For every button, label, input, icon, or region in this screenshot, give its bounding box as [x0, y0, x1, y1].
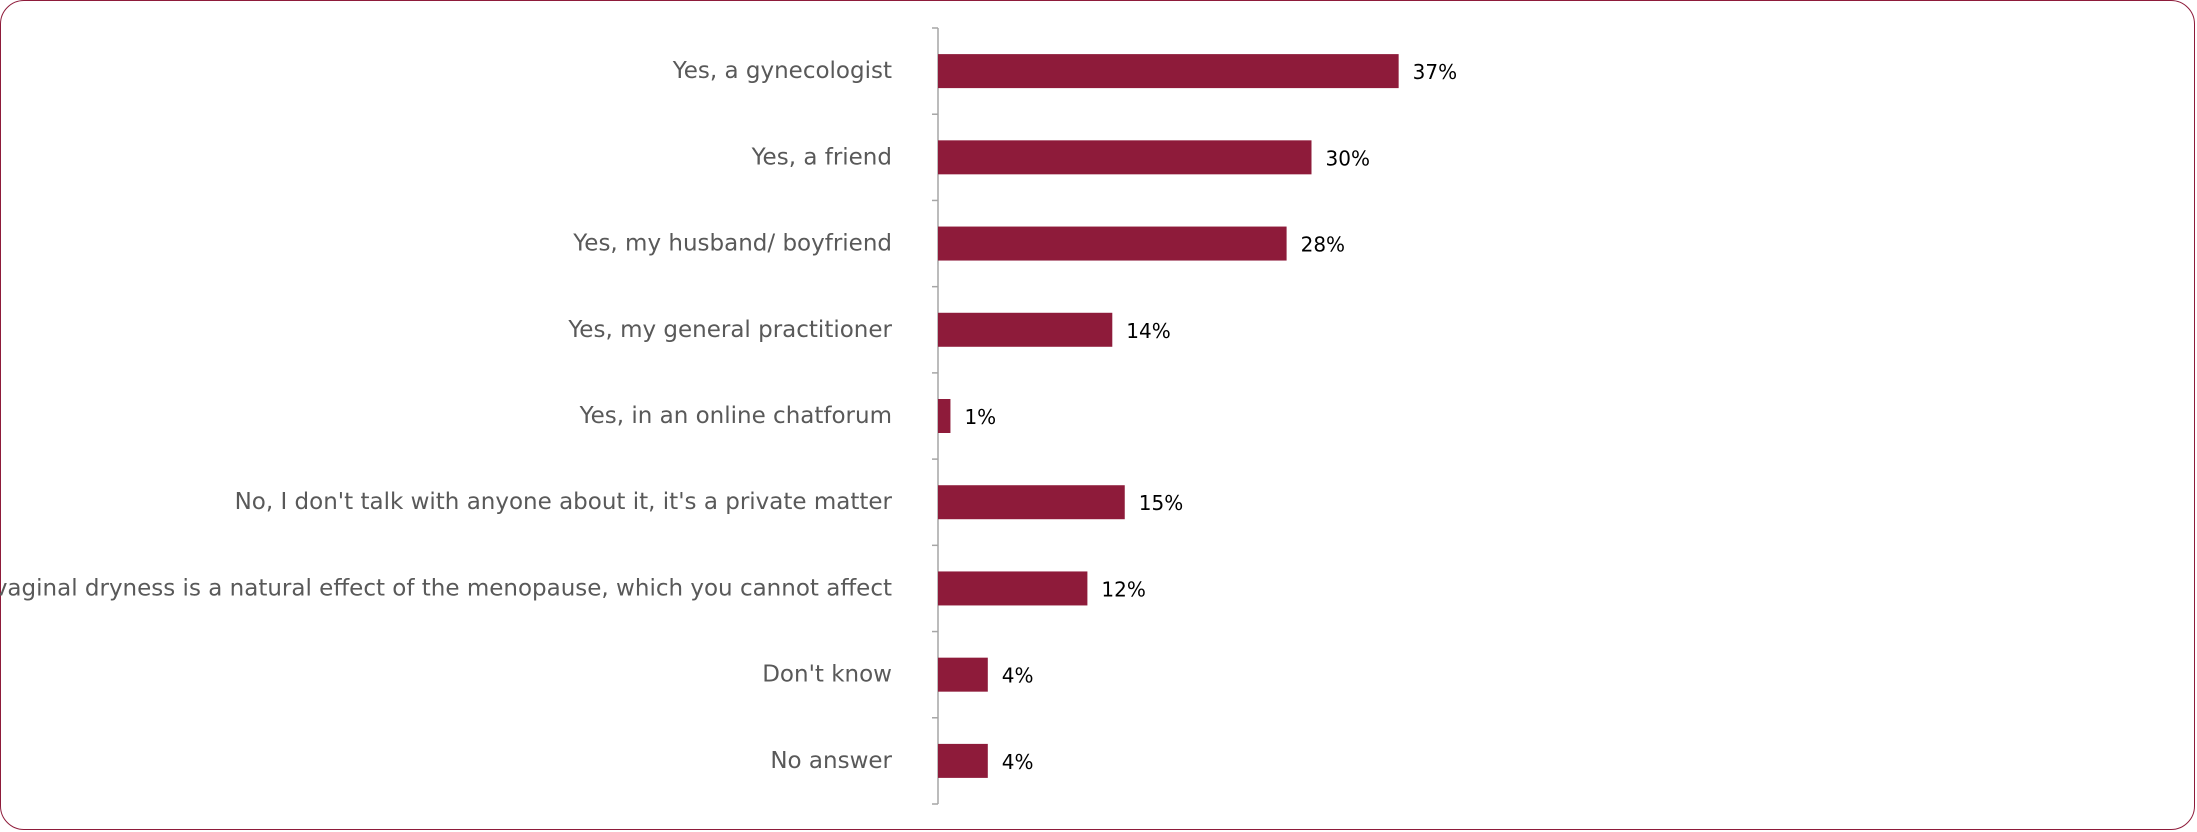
value-labels: 37% 30% 28% 14% 1% 15% 12% 4% 4%: [964, 60, 1457, 774]
bars: [938, 54, 1399, 778]
data-label: 15%: [1139, 491, 1183, 515]
category-label: Yes, my general practitioner: [567, 317, 892, 343]
category-label: Yes, a friend: [751, 144, 892, 170]
bar: [938, 485, 1125, 520]
bar: [938, 657, 988, 692]
category-label: Yes, my husband/ boyfriend: [572, 231, 892, 257]
bar: [938, 54, 1399, 89]
bar: [938, 312, 1113, 347]
data-label: 14%: [1126, 319, 1170, 343]
category-label: Don't know: [762, 662, 892, 688]
category-labels: Yes, a gynecologist Yes, a friend Yes, my …: [0, 58, 893, 774]
category-label: Yes, a gynecologist: [672, 58, 892, 84]
bar: [938, 140, 1312, 175]
data-label: 37%: [1413, 60, 1457, 84]
bar: [938, 226, 1287, 261]
data-label: 4%: [1002, 664, 1034, 688]
category-label: Yes, in an online chatforum: [579, 403, 892, 429]
bar: [938, 571, 1088, 606]
data-label: 30%: [1326, 146, 1370, 170]
category-label: No, vaginal dryness is a natural effect …: [0, 575, 892, 601]
data-label: 4%: [1002, 750, 1034, 774]
category-label: No, I don't talk with anyone about it, i…: [235, 489, 893, 515]
data-label: 1%: [964, 405, 996, 429]
category-label: No answer: [770, 748, 892, 774]
bar: [938, 399, 951, 433]
data-label: 12%: [1101, 577, 1145, 601]
data-label: 28%: [1301, 233, 1345, 257]
bar: [938, 743, 988, 778]
axis-ticks: [932, 27, 938, 805]
